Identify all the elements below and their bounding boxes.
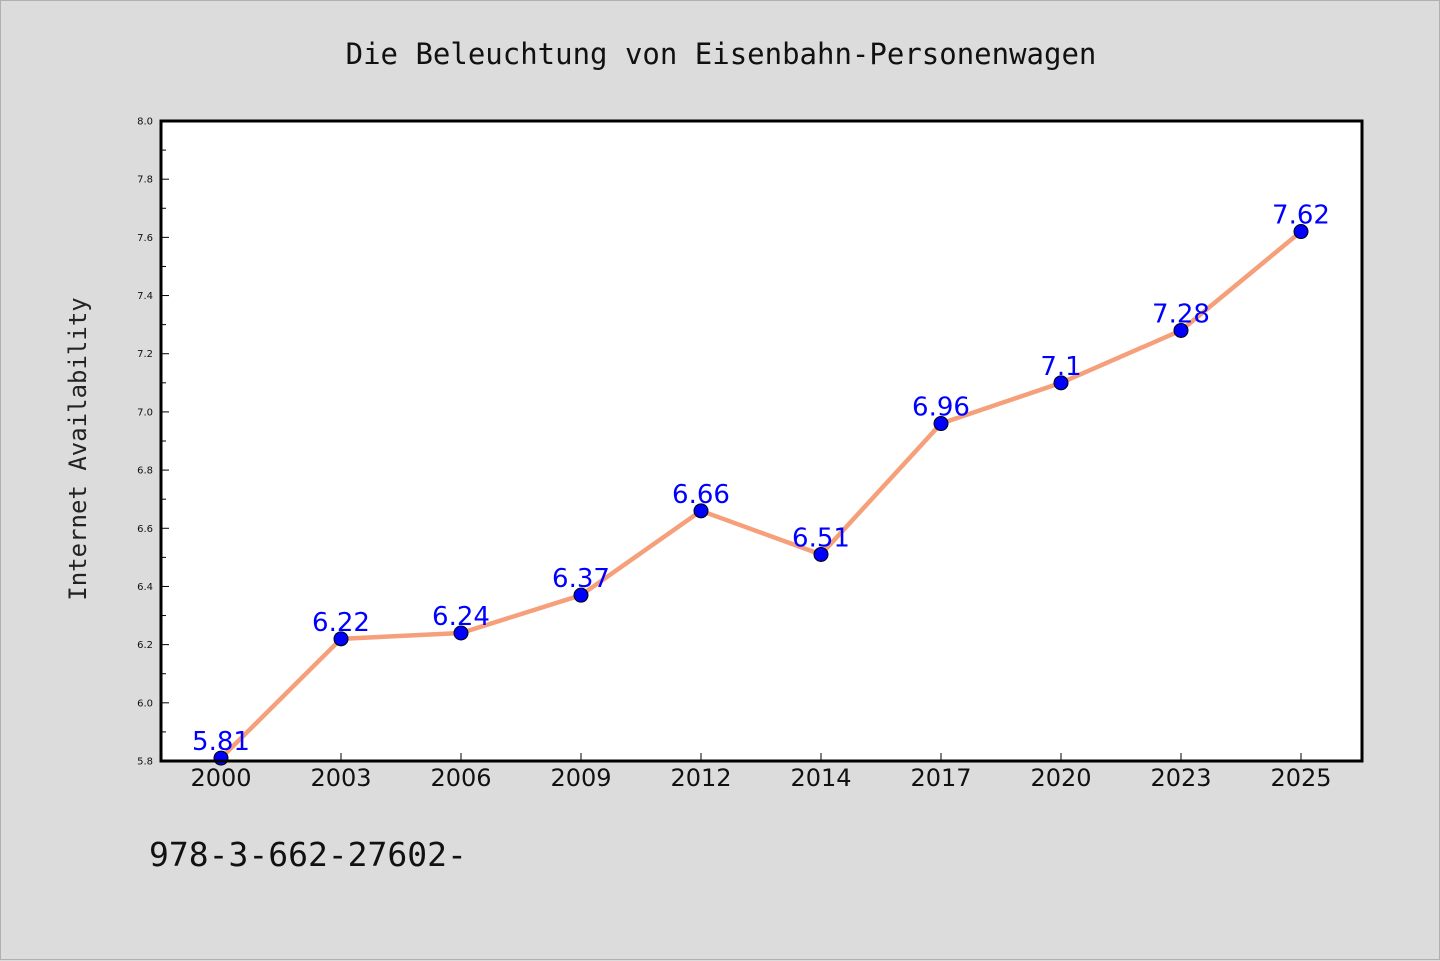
chart-title: Die Beleuchtung von Eisenbahn-Personenwa… [346, 37, 1097, 71]
series-lines [218, 229, 1304, 761]
y-axis-ticks: 5.8 6.0 6.2 6.4 6.6 6.8 7.0 7.2 7.4 7.6 7.8 8.0 [137, 117, 169, 768]
data-label: 6.37 [552, 564, 610, 594]
y-tick-label: 7.6 [137, 233, 153, 244]
data-point [333, 631, 349, 647]
data-label: 5.81 [192, 727, 250, 757]
x-tick-label: 2023 [1150, 764, 1211, 792]
data-label: 6.51 [792, 523, 850, 553]
y-tick-label: 6.6 [137, 524, 153, 535]
data-point [453, 625, 469, 641]
y-tick-label: 7.8 [137, 175, 153, 186]
data-point [1053, 375, 1069, 391]
x-tick-label: 2017 [910, 764, 971, 792]
y-tick-label: 8.0 [137, 117, 153, 128]
y-axis-label: Internet Availability [64, 297, 92, 600]
data-points [213, 224, 1309, 766]
data-label: 6.24 [432, 602, 490, 632]
data-point [693, 503, 709, 519]
plot-border [159, 119, 1364, 763]
data-label: 7.62 [1272, 201, 1330, 231]
y-tick-label: 7.0 [137, 407, 153, 418]
series-line [218, 229, 1304, 761]
y-tick-label: 6.2 [137, 640, 153, 651]
y-tick-label: 6.0 [137, 698, 153, 709]
y-tick-label: 7.4 [137, 291, 153, 302]
data-label: 6.96 [912, 393, 970, 423]
x-tick-label: 2014 [790, 764, 851, 792]
x-tick-label: 2025 [1270, 764, 1331, 792]
data-label: 7.28 [1152, 299, 1210, 329]
x-tick-label: 2020 [1030, 764, 1091, 792]
data-label: 7.1 [1040, 352, 1081, 382]
data-point [1293, 224, 1309, 240]
x-tick-label: 2000 [190, 764, 251, 792]
x-tick-label: 2006 [430, 764, 491, 792]
y-tick-label: 7.2 [137, 349, 153, 360]
y-tick-label: 5.8 [137, 757, 153, 768]
footer-text: 978-3-662-27602- [149, 835, 467, 874]
y-tick-label: 6.8 [137, 466, 153, 477]
x-axis-ticks: 2000 2003 2006 2009 2012 2014 2017 2020 2023 2025 [190, 753, 1332, 792]
data-point [1173, 322, 1189, 338]
data-label: 6.66 [672, 480, 730, 510]
data-label: 6.22 [312, 608, 370, 638]
data-point [573, 587, 589, 603]
y-tick-label: 6.4 [137, 582, 153, 593]
x-tick-label: 2012 [670, 764, 731, 792]
data-labels: 5.81 6.22 6.24 6.37 6.66 6.51 6.96 7.1 7.28 7.62 [192, 201, 1330, 758]
x-tick-label: 2009 [550, 764, 611, 792]
plot-area [161, 121, 1362, 761]
x-tick-label: 2003 [310, 764, 371, 792]
data-point [813, 546, 829, 562]
data-point [933, 416, 949, 432]
